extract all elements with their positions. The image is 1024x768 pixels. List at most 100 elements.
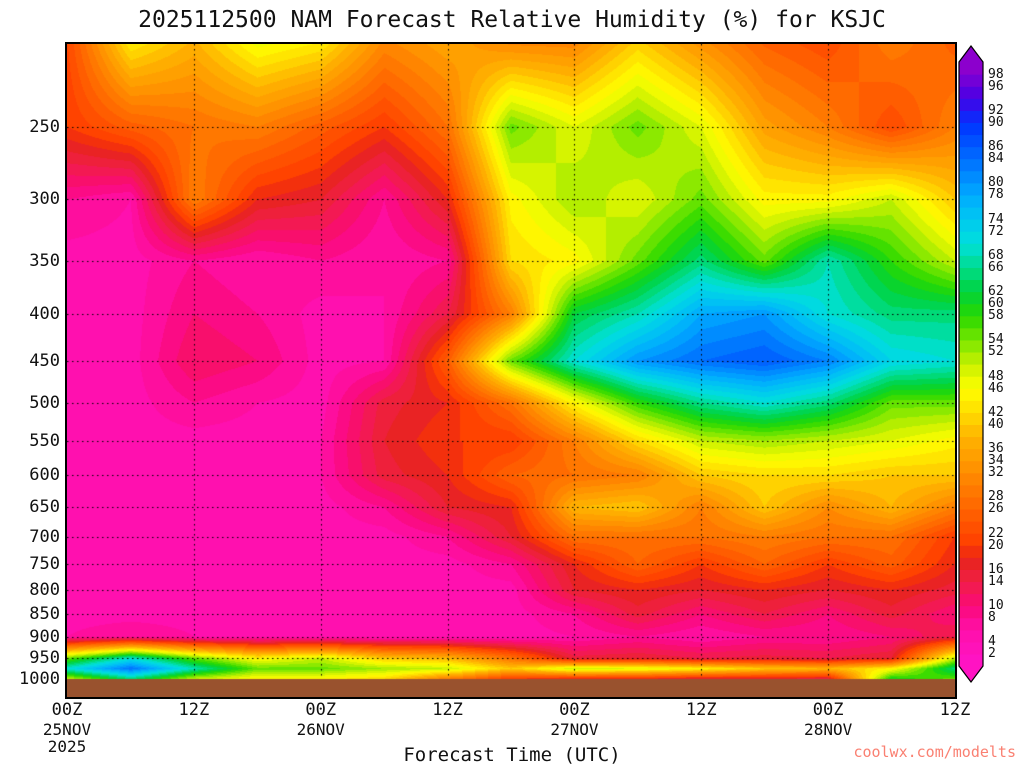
colorbar-tick-label: 2	[988, 646, 996, 662]
colorbar-tick-label: 36	[988, 441, 1004, 457]
colorbar-band	[959, 400, 983, 413]
colorbar-tick-label: 78	[988, 187, 1004, 203]
y-axis-tick-label: 600	[29, 465, 60, 486]
colorbar-band	[959, 267, 983, 281]
x-axis-date-label: 28NOV	[804, 720, 853, 739]
colorbar-tick-label: 40	[988, 416, 1004, 432]
colorbar-band	[959, 206, 983, 220]
colorbar-band	[959, 339, 983, 353]
colorbar-band	[959, 508, 983, 522]
colorbar-band	[959, 533, 983, 546]
colorbar-band	[959, 629, 983, 643]
colorbar-band	[959, 291, 983, 305]
colorbar-band	[959, 569, 983, 583]
x-axis-date-label: 25NOV	[42, 720, 92, 739]
colorbar-tick-label: 34	[988, 453, 1004, 469]
x-axis-title: Forecast Time (UTC)	[403, 744, 621, 766]
colorbar-band	[959, 376, 983, 389]
chart-title: 2025112500 NAM Forecast Relative Humidit…	[138, 7, 886, 33]
colorbar-band	[959, 255, 983, 268]
colorbar-band	[959, 436, 983, 450]
colorbar-band	[959, 158, 983, 172]
colorbar-top-arrow	[959, 46, 983, 62]
x-axis-tick-label: 12Z	[939, 700, 971, 720]
colorbar-band	[959, 182, 983, 196]
x-axis-tick-label: 00Z	[559, 700, 590, 720]
colorbar-tick-label: 62	[988, 284, 1004, 300]
y-axis-tick-label: 750	[29, 554, 60, 575]
colorbar-tick-label: 86	[988, 139, 1004, 155]
x-axis-year-label: 2025	[47, 737, 87, 756]
watermark: coolwx.com/modelts	[853, 743, 1016, 761]
colorbar-band	[959, 496, 983, 510]
colorbar-band	[959, 110, 983, 123]
colorbar-band	[959, 472, 983, 486]
colorbar-band	[959, 641, 983, 655]
colorbar-tick-label: 54	[988, 332, 1004, 348]
colorbar-band	[959, 460, 983, 474]
colorbar-band	[959, 74, 983, 87]
colorbar-band	[959, 303, 983, 317]
colorbar-band	[959, 484, 983, 498]
colorbar-band	[959, 194, 983, 208]
colorbar-band	[959, 98, 983, 111]
colorbar-tick-label: 20	[988, 537, 1004, 553]
x-axis-tick-label: 00Z	[812, 700, 844, 720]
colorbar-tick-label: 28	[988, 489, 1004, 505]
colorbar-tick-label: 74	[988, 211, 1004, 227]
y-axis-tick-label: 1000	[19, 668, 60, 689]
colorbar-band	[959, 86, 983, 99]
y-axis-tick-label: 700	[29, 526, 60, 547]
colorbar-band	[959, 557, 983, 570]
x-axis-tick-label: 12Z	[178, 700, 210, 720]
colorbar-tick-label: 80	[988, 175, 1004, 191]
y-axis-tick-label: 900	[29, 626, 60, 647]
colorbar-tick-label: 46	[988, 380, 1004, 396]
colorbar-band	[959, 351, 983, 365]
colorbar-tick-label: 16	[988, 561, 1004, 577]
colorbar-tick-label: 92	[988, 102, 1004, 118]
colorbar-band	[959, 593, 983, 607]
colorbar	[958, 45, 984, 683]
y-axis-tick-label: 350	[29, 250, 60, 271]
y-axis-tick-label: 500	[29, 392, 60, 413]
colorbar-tick-label: 42	[988, 404, 1004, 420]
colorbar-tick-label: 66	[988, 259, 1004, 275]
colorbar-tick-label: 84	[988, 151, 1004, 167]
colorbar-band	[959, 231, 983, 244]
y-axis-tick-label: 250	[29, 116, 60, 137]
colorbar-band	[959, 146, 983, 160]
y-axis-tick-label: 650	[29, 497, 60, 518]
colorbar-band	[959, 62, 983, 75]
colorbar-tick-label: 72	[988, 223, 1004, 239]
colorbar-tick-label: 90	[988, 114, 1004, 130]
x-axis-tick-label: 00Z	[51, 700, 83, 720]
colorbar-band	[959, 170, 983, 184]
colorbar-band	[959, 364, 983, 377]
colorbar-tick-label: 98	[988, 66, 1004, 82]
rh-heatmap-canvas	[67, 44, 955, 697]
colorbar-band	[959, 315, 983, 329]
colorbar-tick-label: 48	[988, 368, 1004, 384]
colorbar-band	[959, 545, 983, 558]
x-axis-date-label: 27NOV	[550, 720, 599, 739]
x-axis-tick-label: 00Z	[305, 700, 337, 720]
colorbar-band	[959, 219, 983, 232]
colorbar-labels: 98 96 92 90 86 84 80 78 74 72 68 66 62 60 58 54 52 48 46 42…	[988, 44, 1022, 694]
colorbar-band	[959, 521, 983, 534]
colorbar-tick-label: 60	[988, 296, 1004, 312]
colorbar-band	[959, 424, 983, 438]
plot-frame	[65, 42, 957, 699]
colorbar-band	[959, 617, 983, 631]
colorbar-tick-label: 8	[988, 610, 996, 626]
colorbar-band	[959, 122, 983, 136]
colorbar-band	[959, 412, 983, 425]
colorbar-tick-label: 26	[988, 501, 1004, 517]
colorbar-outline	[958, 45, 984, 683]
colorbar-band	[959, 279, 983, 293]
colorbar-band	[959, 388, 983, 401]
x-axis-tick-label: 12Z	[432, 700, 463, 720]
colorbar-tick-label: 52	[988, 344, 1004, 360]
colorbar-band	[959, 134, 983, 148]
